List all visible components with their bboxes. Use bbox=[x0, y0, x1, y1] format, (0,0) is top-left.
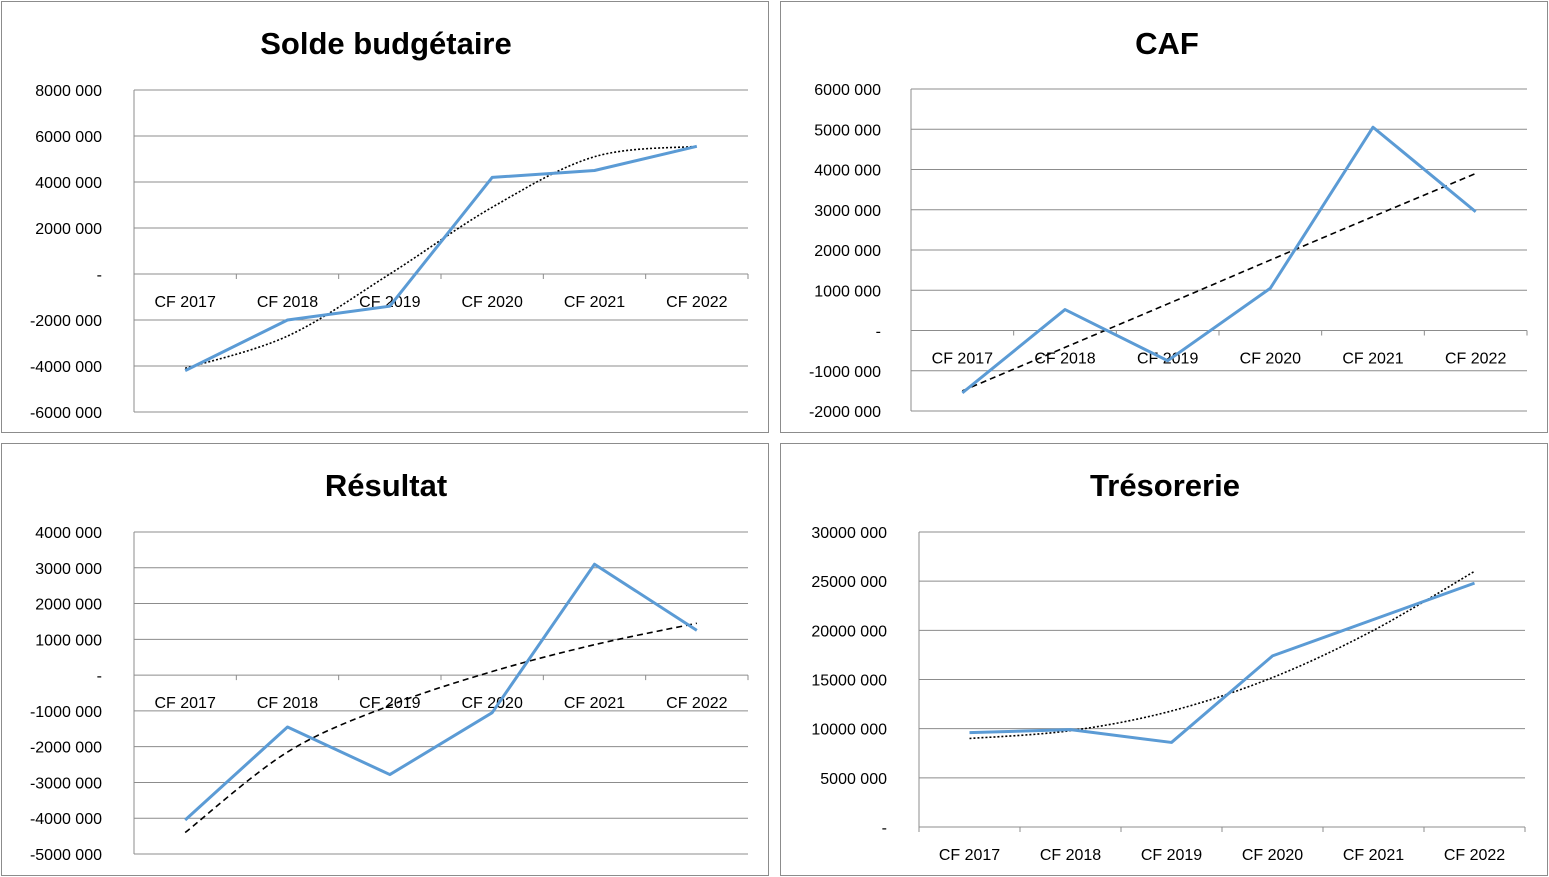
y-tick-label: -3000 000 bbox=[30, 775, 102, 792]
x-tick-label: CF 2017 bbox=[154, 695, 215, 712]
x-tick-label: CF 2022 bbox=[1445, 351, 1506, 368]
trendline bbox=[184, 622, 697, 834]
x-tick-label: CF 2022 bbox=[666, 294, 727, 311]
series-line bbox=[969, 581, 1476, 744]
y-tick-label: -1000 000 bbox=[30, 704, 102, 721]
y-tick-label: -1000 000 bbox=[809, 364, 881, 381]
y-tick-label: 2000 000 bbox=[814, 243, 881, 260]
x-tick-label: CF 2022 bbox=[666, 695, 727, 712]
trendline bbox=[969, 570, 1475, 740]
x-tick-label: CF 2018 bbox=[257, 294, 318, 311]
chart-solde-budgetaire: Solde budgétaire 8000 000 6000 000 4000 000… bbox=[30, 26, 749, 422]
y-tick-label: -2000 000 bbox=[30, 740, 102, 757]
x-tick-label: CF 2017 bbox=[932, 351, 993, 368]
y-tick-label: 3000 000 bbox=[814, 203, 881, 220]
x-tick-label: CF 2020 bbox=[1242, 847, 1303, 864]
y-tick-label: -4000 000 bbox=[30, 359, 102, 376]
x-tick-label: CF 2020 bbox=[461, 695, 522, 712]
y-tick-label: 4000 000 bbox=[35, 525, 102, 542]
y-tick-label: -6000 000 bbox=[30, 405, 102, 422]
y-tick-label: 3000 000 bbox=[35, 561, 102, 578]
x-tick-label: CF 2021 bbox=[1342, 351, 1403, 368]
chart-title: Trésorerie bbox=[1090, 468, 1240, 503]
chart-resultat: Résultat 4000 000 3000 000 2000 000 1000 000… bbox=[30, 468, 749, 864]
y-tick-label: 20000 000 bbox=[811, 623, 887, 640]
series-line bbox=[961, 125, 1477, 395]
y-tick-label: -2000 000 bbox=[30, 313, 102, 330]
series-line bbox=[184, 144, 698, 372]
y-tick-label: 15000 000 bbox=[811, 673, 887, 690]
x-tick-label: CF 2019 bbox=[1141, 847, 1202, 864]
y-tick-label: 8000 000 bbox=[35, 83, 102, 100]
x-tick-label: CF 2019 bbox=[359, 695, 420, 712]
x-tick-label: CF 2020 bbox=[461, 294, 522, 311]
y-tick-label: 6000 000 bbox=[814, 82, 881, 99]
y-tick-label: 6000 000 bbox=[35, 129, 102, 146]
y-tick-label: 5000 000 bbox=[814, 122, 881, 139]
y-tick-label: - bbox=[882, 820, 887, 837]
y-tick-label: - bbox=[97, 267, 102, 284]
chart-panel-resultat: Résultat 4000 000 3000 000 2000 000 1000 000… bbox=[1, 443, 769, 876]
y-tick-label: 2000 000 bbox=[35, 597, 102, 614]
y-tick-label: 2000 000 bbox=[35, 221, 102, 238]
x-tick-label: CF 2021 bbox=[1343, 847, 1404, 864]
y-tick-label: 30000 000 bbox=[811, 525, 887, 542]
x-tick-label: CF 2018 bbox=[257, 695, 318, 712]
x-tick-label: CF 2017 bbox=[154, 294, 215, 311]
x-tick-label: CF 2021 bbox=[564, 294, 625, 311]
y-tick-label: - bbox=[876, 324, 881, 341]
y-tick-label: 25000 000 bbox=[811, 574, 887, 591]
chart-panel-caf: CAF 6000 000 5000 000 4000 000 3000 000 2000 … bbox=[780, 1, 1548, 433]
y-tick-label: 4000 000 bbox=[814, 163, 881, 180]
x-tick-label: CF 2021 bbox=[564, 695, 625, 712]
x-tick-label: CF 2018 bbox=[1040, 847, 1101, 864]
y-tick-label: -5000 000 bbox=[30, 847, 102, 864]
y-tick-label: -4000 000 bbox=[30, 811, 102, 828]
y-tick-label: 4000 000 bbox=[35, 175, 102, 192]
y-tick-label: 10000 000 bbox=[811, 722, 887, 739]
series-line bbox=[184, 562, 698, 822]
chart-tresorerie: Trésorerie 30000 000 25000 000 20000 000 150… bbox=[811, 468, 1526, 864]
x-tick-label: CF 2020 bbox=[1240, 351, 1301, 368]
y-tick-label: 1000 000 bbox=[814, 283, 881, 300]
chart-panel-tresorerie: Trésorerie 30000 000 25000 000 20000 000 150… bbox=[780, 443, 1548, 876]
x-tick-label: CF 2017 bbox=[939, 847, 1000, 864]
y-tick-label: - bbox=[97, 668, 102, 685]
chart-title: Solde budgétaire bbox=[260, 26, 511, 61]
x-tick-label: CF 2019 bbox=[359, 294, 420, 311]
x-tick-label: CF 2018 bbox=[1034, 351, 1095, 368]
y-tick-label: -2000 000 bbox=[809, 404, 881, 421]
chart-title: CAF bbox=[1135, 26, 1199, 61]
chart-panel-solde-budgetaire: Solde budgétaire 8000 000 6000 000 4000 000… bbox=[1, 1, 769, 433]
chart-caf: CAF 6000 000 5000 000 4000 000 3000 000 2000 … bbox=[809, 26, 1528, 421]
y-tick-label: 1000 000 bbox=[35, 632, 102, 649]
y-tick-label: 5000 000 bbox=[820, 771, 887, 788]
x-tick-label: CF 2022 bbox=[1444, 847, 1505, 864]
trendline bbox=[184, 145, 697, 370]
chart-title: Résultat bbox=[325, 468, 447, 503]
